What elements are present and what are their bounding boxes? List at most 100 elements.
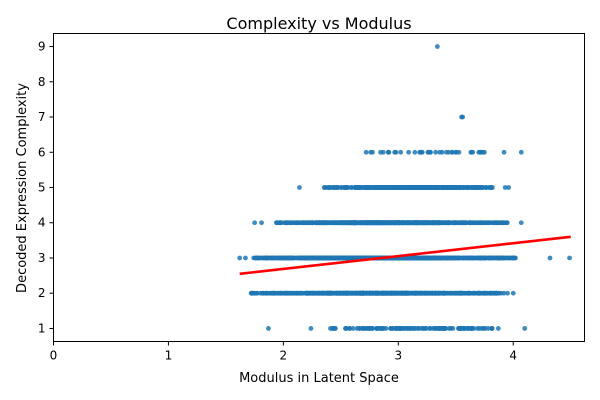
data-point-band-1 [367,326,372,331]
x-axis-title: Modulus in Latent Space [239,371,399,386]
data-point [460,114,466,120]
data-point [328,326,333,331]
data-point-band-2 [344,290,350,296]
data-point-band-1 [467,326,473,331]
data-point-band-4 [332,220,338,226]
data-point-band-5 [421,185,427,190]
data-point-band-3 [490,255,496,261]
data-point-band-5 [321,185,327,190]
data-point [243,255,248,261]
data-point-band-5 [489,185,495,190]
data-point-band-3 [326,255,332,261]
data-point-band-3 [254,255,260,261]
data-point-band-4 [304,220,310,226]
y-tick-label: 5 [38,181,46,195]
data-point-band-4 [471,220,477,226]
y-tick-label: 4 [38,216,46,230]
data-point-band-2 [286,290,292,296]
y-tick-label: 7 [38,110,46,124]
data-point-band-1 [398,326,404,331]
data-point-band-3 [337,255,343,261]
data-point-band-2 [305,290,311,296]
data-point [518,149,524,155]
data-point-band-4 [430,220,435,226]
data-point [252,220,258,226]
data-point-band-1 [475,326,480,331]
data-point-band-4 [366,220,372,226]
data-point-band-2 [264,290,270,296]
data-point-band-2 [413,290,419,296]
data-point-band-5 [439,185,444,190]
data-point-band-2 [269,290,274,296]
data-point-band-2 [477,290,483,296]
x-tick-label: 4 [509,349,517,363]
data-point-band-2 [430,290,436,296]
data-point-band-2 [316,290,322,296]
data-point-band-3 [428,255,434,261]
data-point-band-5 [445,185,451,190]
data-point-band-5 [343,185,349,190]
data-point-band-2 [322,290,327,296]
data-point-band-1 [450,326,456,331]
data-point-band-1 [446,326,452,331]
data-point-band-4 [382,220,388,226]
data-point [522,326,528,331]
data-point-band-4 [416,220,421,226]
data-point [368,149,374,155]
data-point-band-3 [452,255,457,261]
data-point [297,185,302,190]
data-point-band-2 [402,290,408,296]
data-point-band-2 [485,290,490,296]
data-point-band-3 [303,255,309,261]
data-point-band-2 [464,290,470,296]
data-point-band-2 [334,290,340,296]
data-point [567,255,572,261]
data-point-band-6 [378,149,383,155]
data-point-band-1 [354,326,360,331]
y-tick-label: 2 [38,286,46,300]
y-tick-label: 9 [38,40,46,54]
data-point-band-1 [427,326,433,331]
data-point-band-1 [457,326,462,331]
data-point-band-5 [414,185,419,190]
data-point-band-4 [448,220,454,226]
data-point-band-1 [443,326,449,331]
data-point [453,149,459,155]
data-point-band-1 [381,326,386,331]
data-point-band-2 [383,290,389,296]
data-point-band-3 [496,255,502,261]
data-point-band-1 [343,326,349,331]
data-point-band-2 [443,290,449,296]
data-point-band-2 [291,290,297,296]
data-point-band-4 [320,220,325,226]
x-tick-label: 2 [280,349,288,363]
data-point-band-2 [259,290,265,296]
data-point-band-5 [349,185,354,190]
data-point-band-3 [345,255,350,261]
data-point-band-4 [348,220,354,226]
data-point [406,149,412,155]
data-point-band-2 [368,290,374,296]
data-point-band-3 [486,255,492,261]
data-point-band-5 [379,185,385,190]
data-point-band-5 [330,185,335,190]
data-point-band-6 [412,149,418,155]
data-point-band-2 [451,290,457,296]
data-point-band-5 [454,185,460,190]
data-point-band-5 [385,185,391,190]
data-point [518,220,524,226]
data-point-band-1 [408,326,414,331]
y-axis-title: Decoded Expression Complexity [15,83,30,293]
data-point-band-4 [315,220,321,226]
data-point-band-3 [270,255,275,261]
data-point-band-1 [359,326,365,331]
data-point-band-5 [399,185,405,190]
data-point-band-2 [375,290,381,296]
data-point-band-1 [462,326,467,331]
data-point-band-3 [281,255,287,261]
data-point [266,326,271,331]
data-point [434,44,440,49]
data-point-band-1 [479,326,485,331]
chart-title: Complexity vs Modulus [226,14,411,33]
data-point-band-6 [398,149,404,155]
